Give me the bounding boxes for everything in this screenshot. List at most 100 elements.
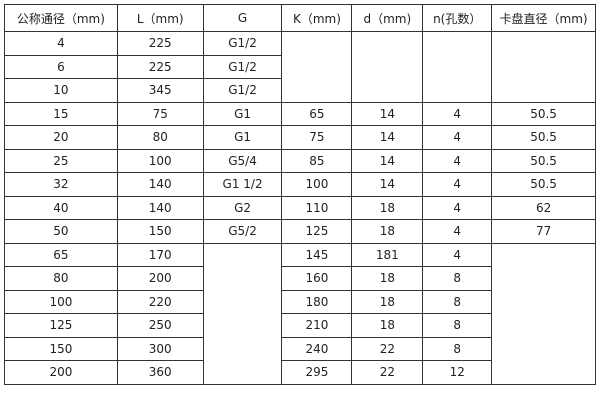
header-d: d（mm): [351, 4, 424, 32]
cell-nominal-diameter: 40: [4, 195, 118, 220]
cell-length: 100: [116, 148, 204, 173]
cell-k: 75: [281, 125, 353, 150]
cell-hole-count: 4: [422, 172, 493, 197]
cell-k: 210: [281, 313, 353, 338]
cell-d: [351, 31, 424, 103]
cell-chuck-diameter: 50.5: [491, 101, 596, 126]
cell-hole-count: 4: [422, 242, 493, 267]
cell-length: 200: [116, 266, 204, 291]
cell-nominal-diameter: 100: [4, 289, 118, 314]
table-row: 65 170 145 181 4: [4, 242, 596, 385]
table-row: 15 75 G1 65 14 4 50.5: [4, 101, 596, 126]
table-row: 40 140 G2 110 18 4 62: [4, 195, 596, 220]
cell-k: [281, 31, 353, 103]
cell-thread-g: G1/2: [202, 78, 283, 103]
table-row: 4 225 G1/2: [4, 31, 596, 103]
header-k: K（mm): [281, 4, 353, 32]
cell-nominal-diameter: 20: [4, 125, 118, 150]
cell-chuck-diameter: 77: [491, 219, 596, 244]
cell-hole-count: 4: [422, 101, 493, 126]
header-hole-count: n(孔数）: [422, 4, 493, 32]
cell-d: 14: [351, 125, 424, 150]
cell-thread-g: [202, 242, 283, 385]
table-row: 50 150 G5/2 125 18 4 77: [4, 219, 596, 244]
cell-length: 150: [116, 219, 204, 244]
table-row: 80 200 160 18 8: [4, 266, 596, 291]
cell-thread-g: G1 1/2: [202, 172, 283, 197]
cell-d: 18: [351, 313, 424, 338]
cell-hole-count: [422, 31, 493, 103]
specification-table: 公称通径（mm) L（mm) G K（mm) d（mm) n(孔数） 卡盘直径（mm) 4 22…: [4, 4, 596, 385]
cell-k: 160: [281, 266, 353, 291]
cell-chuck-diameter: 50.5: [491, 125, 596, 150]
table-row: 25 100 G5/4 85 14 4 50.5: [4, 148, 596, 173]
cell-hole-count: 8: [422, 336, 493, 361]
cell-hole-count: 4: [422, 125, 493, 150]
cell-k: 100: [281, 172, 353, 197]
cell-k: 240: [281, 336, 353, 361]
cell-thread-g: G5/2: [202, 219, 283, 244]
cell-nominal-diameter: 80: [4, 266, 118, 291]
cell-k: 85: [281, 148, 353, 173]
cell-hole-count: 8: [422, 266, 493, 291]
header-length: L（mm): [116, 4, 204, 32]
cell-nominal-diameter: 15: [4, 101, 118, 126]
cell-hole-count: 4: [422, 219, 493, 244]
cell-hole-count: 8: [422, 289, 493, 314]
table-row: 10 345 G1/2: [4, 78, 596, 103]
cell-length: 140: [116, 195, 204, 220]
cell-d: 14: [351, 101, 424, 126]
cell-nominal-diameter: 4: [4, 31, 118, 56]
cell-thread-g: G2: [202, 195, 283, 220]
cell-length: 140: [116, 172, 204, 197]
cell-length: 360: [116, 360, 204, 385]
table-row: 32 140 G1 1/2 100 14 4 50.5: [4, 172, 596, 197]
table-row: 200 360 295 22 12: [4, 360, 596, 385]
cell-length: 80: [116, 125, 204, 150]
cell-k: 110: [281, 195, 353, 220]
cell-d: 181: [351, 242, 424, 267]
table-row: 150 300 240 22 8: [4, 336, 596, 361]
cell-thread-g: G5/4: [202, 148, 283, 173]
cell-nominal-diameter: 150: [4, 336, 118, 361]
cell-hole-count: 8: [422, 313, 493, 338]
cell-k: 180: [281, 289, 353, 314]
cell-d: 22: [351, 336, 424, 361]
cell-thread-g: G1/2: [202, 54, 283, 79]
cell-length: 75: [116, 101, 204, 126]
cell-thread-g: G1: [202, 101, 283, 126]
cell-d: 14: [351, 148, 424, 173]
cell-d: 18: [351, 266, 424, 291]
cell-nominal-diameter: 125: [4, 313, 118, 338]
cell-k: 295: [281, 360, 353, 385]
cell-chuck-diameter: 62: [491, 195, 596, 220]
cell-length: 225: [116, 31, 204, 56]
cell-nominal-diameter: 25: [4, 148, 118, 173]
cell-hole-count: 4: [422, 195, 493, 220]
cell-nominal-diameter: 200: [4, 360, 118, 385]
header-row: 公称通径（mm) L（mm) G K（mm) d（mm) n(孔数） 卡盘直径（mm): [4, 4, 596, 32]
cell-length: 170: [116, 242, 204, 267]
cell-length: 345: [116, 78, 204, 103]
cell-d: 18: [351, 219, 424, 244]
cell-k: 65: [281, 101, 353, 126]
table-row: 125 250 210 18 8: [4, 313, 596, 338]
cell-thread-g: G1/2: [202, 31, 283, 56]
cell-length: 300: [116, 336, 204, 361]
cell-length: 220: [116, 289, 204, 314]
cell-chuck-diameter: 50.5: [491, 148, 596, 173]
cell-d: 22: [351, 360, 424, 385]
cell-chuck-diameter: 50.5: [491, 172, 596, 197]
header-nominal-diameter: 公称通径（mm): [4, 4, 118, 32]
header-chuck-diameter: 卡盘直径（mm): [491, 4, 596, 32]
cell-hole-count: 12: [422, 360, 493, 385]
cell-length: 225: [116, 54, 204, 79]
cell-hole-count: 4: [422, 148, 493, 173]
cell-nominal-diameter: 32: [4, 172, 118, 197]
cell-nominal-diameter: 10: [4, 78, 118, 103]
table-row: 20 80 G1 75 14 4 50.5: [4, 125, 596, 150]
cell-nominal-diameter: 6: [4, 54, 118, 79]
cell-nominal-diameter: 50: [4, 219, 118, 244]
cell-chuck-diameter: [491, 242, 596, 385]
cell-chuck-diameter: [491, 31, 596, 103]
